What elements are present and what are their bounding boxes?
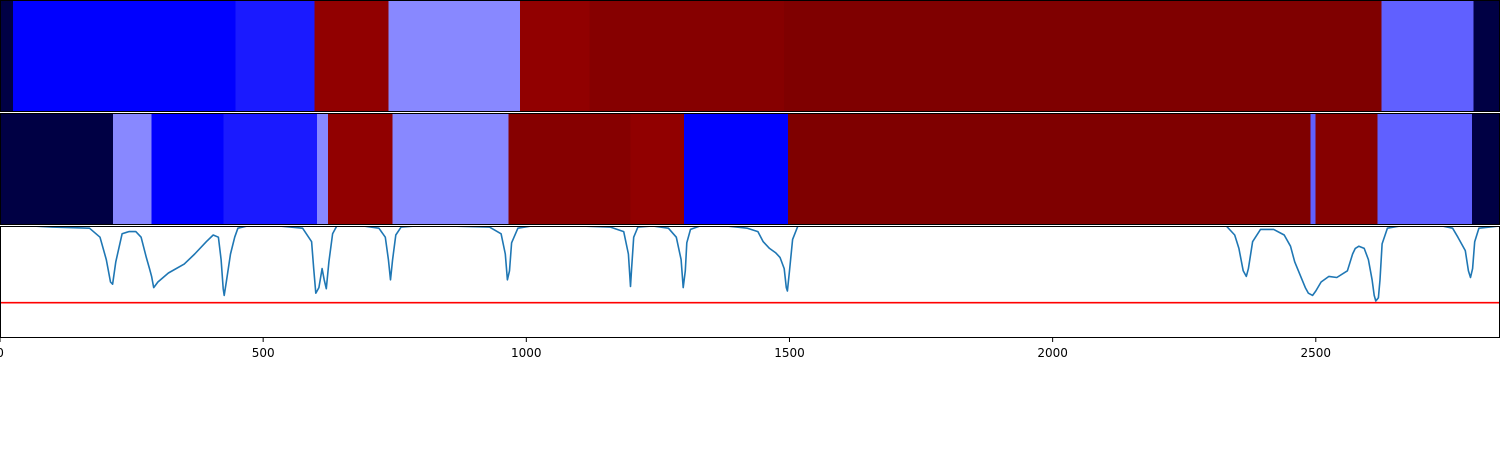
heatmap-segment-2-3 <box>151 113 224 225</box>
x-tick-label-2000: 2000 <box>1037 346 1068 360</box>
heatmap-segment-2-1 <box>0 113 114 225</box>
heatmap-segment-2-10 <box>684 113 788 225</box>
signal-line-2 <box>1225 226 1500 302</box>
signal-line-1 <box>0 226 799 297</box>
heatmap-segment-2-8 <box>508 113 631 225</box>
heatmap-segment-2-6 <box>327 113 393 225</box>
heatmap-top <box>0 0 1500 112</box>
heatmap-segment-2-9 <box>630 113 685 225</box>
heatmap-segment-1-9 <box>1381 0 1474 112</box>
heatmap-segment-2-5 <box>316 113 328 225</box>
x-axis: 0 500 1000 1500 2000 2500 <box>0 338 1331 360</box>
x-tick-label-1000: 1000 <box>511 346 542 360</box>
x-tick-label-2500: 2500 <box>1301 346 1332 360</box>
heatmap-segment-1-4 <box>314 0 389 112</box>
heatmap-segment-1-1 <box>0 0 14 112</box>
x-tick-label-0: 0 <box>0 346 4 360</box>
heatmap-segment-2-2 <box>113 113 152 225</box>
heatmap-segment-1-5 <box>388 0 520 112</box>
heatmap-segment-2-7 <box>392 113 509 225</box>
heatmap-segment-1-8 <box>784 0 1382 112</box>
heatmap-segment-2-13 <box>1315 113 1378 225</box>
heatmap-segment-1-7 <box>589 0 785 112</box>
heatmap-segment-1-10 <box>1473 0 1500 112</box>
heatmap-segment-2-15 <box>1472 113 1500 225</box>
heatmap-segment-2-14 <box>1377 113 1473 225</box>
heatmap-segment-2-12 <box>1310 113 1316 225</box>
heatmap-middle <box>0 113 1500 225</box>
x-tick-label-500: 500 <box>252 346 275 360</box>
heatmap-segment-2-11 <box>787 113 1311 225</box>
heatmap-segment-1-6 <box>520 0 590 112</box>
heatmap-segment-1-2 <box>13 0 236 112</box>
heatmap-segment-1-3 <box>235 0 315 112</box>
x-tick-label-1500: 1500 <box>774 346 805 360</box>
heatmap-segment-2-4 <box>223 113 317 225</box>
